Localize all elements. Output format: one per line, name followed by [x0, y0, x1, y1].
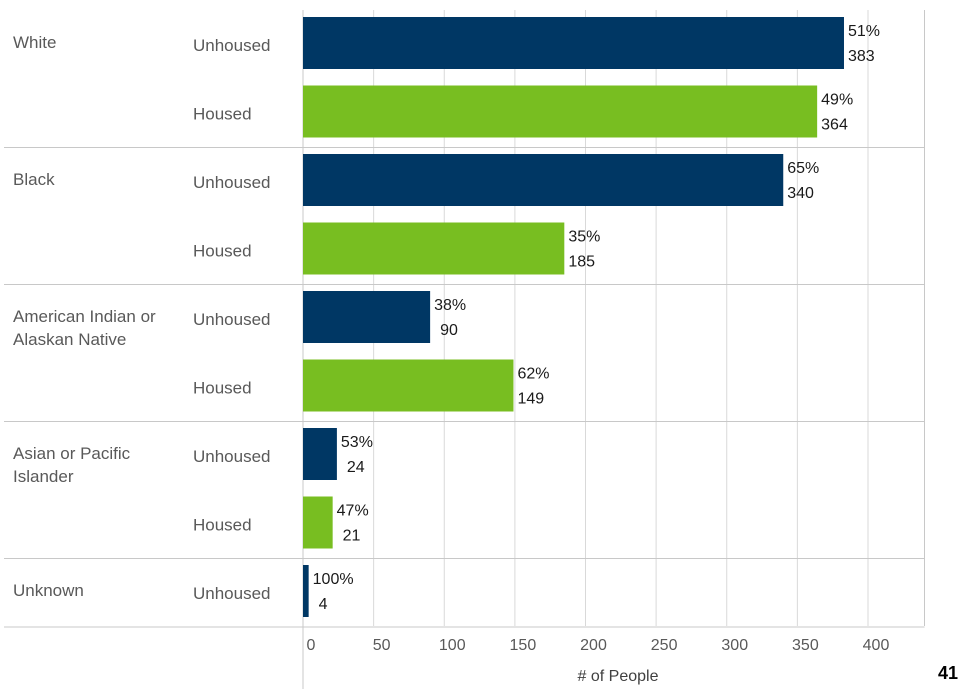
- percent-label: 49%: [821, 92, 853, 109]
- x-tick-label: 0: [307, 637, 316, 654]
- percent-label: 35%: [568, 229, 600, 246]
- status-label: Unhoused: [193, 36, 271, 55]
- unhoused-bar: [303, 291, 431, 343]
- percent-label: 62%: [517, 366, 549, 383]
- percent-label: 100%: [313, 571, 354, 588]
- race-label: Black: [13, 170, 55, 189]
- housed-bar: [303, 222, 565, 275]
- status-label: Unhoused: [193, 173, 271, 192]
- count-label: 90: [440, 322, 458, 339]
- count-label: 340: [787, 185, 814, 202]
- percent-label: 51%: [848, 23, 880, 40]
- race-label: Unknown: [13, 581, 84, 600]
- percent-label: 47%: [337, 503, 369, 520]
- x-tick-label: 300: [721, 637, 748, 654]
- x-tick-label: 150: [510, 637, 537, 654]
- x-tick-label: 50: [373, 637, 391, 654]
- count-label: 21: [343, 528, 361, 545]
- unhoused-bar: [303, 428, 337, 480]
- count-label: 383: [848, 48, 875, 65]
- race-label-line: Islander: [13, 467, 74, 486]
- race-label-line: Black: [13, 170, 55, 189]
- x-tick-label: 100: [439, 637, 466, 654]
- percent-label: 53%: [341, 434, 373, 451]
- housed-bar: [303, 496, 333, 549]
- count-label: 4: [319, 596, 328, 613]
- bars: [303, 17, 844, 617]
- race-label-line: White: [13, 33, 56, 52]
- labels: White Unhoused 51% 383 Housed 49% 364 Black Unho…: [13, 23, 880, 613]
- count-label: 24: [347, 459, 365, 476]
- status-label: Housed: [193, 105, 252, 124]
- status-label: Housed: [193, 379, 252, 398]
- status-label: Housed: [193, 242, 252, 261]
- x-tick-label: 250: [651, 637, 678, 654]
- percent-label: 38%: [434, 297, 466, 314]
- race-label: White: [13, 33, 56, 52]
- race-label-line: American Indian or: [13, 307, 156, 326]
- page-number: 41: [938, 663, 959, 683]
- percent-label: 65%: [787, 160, 819, 177]
- status-label: Unhoused: [193, 447, 271, 466]
- race-label: American Indian or Alaskan Native: [13, 307, 156, 349]
- x-tick-label: 400: [863, 637, 890, 654]
- status-label: Housed: [193, 516, 252, 535]
- housed-bar: [303, 359, 514, 412]
- status-label: Unhoused: [193, 584, 271, 603]
- count-label: 364: [821, 117, 848, 134]
- x-tick-label: 200: [580, 637, 607, 654]
- count-label: 185: [568, 254, 595, 271]
- status-label: Unhoused: [193, 310, 271, 329]
- race-label-line: Alaskan Native: [13, 330, 126, 349]
- race-label-line: Asian or Pacific: [13, 444, 131, 463]
- housed-bar: [303, 85, 818, 138]
- count-label: 149: [517, 391, 544, 408]
- group-dividers: [4, 147, 925, 628]
- x-axis-title: # of People: [578, 668, 659, 685]
- x-tick-label: 350: [792, 637, 819, 654]
- race-label-line: Unknown: [13, 581, 84, 600]
- race-label: Asian or Pacific Islander: [13, 444, 131, 486]
- unhoused-bar: [303, 17, 844, 69]
- x-axis: 0 50 100 150 200 250 300 350 400: [307, 637, 890, 654]
- unhoused-bar: [303, 154, 784, 206]
- unhoused-bar: [303, 565, 309, 617]
